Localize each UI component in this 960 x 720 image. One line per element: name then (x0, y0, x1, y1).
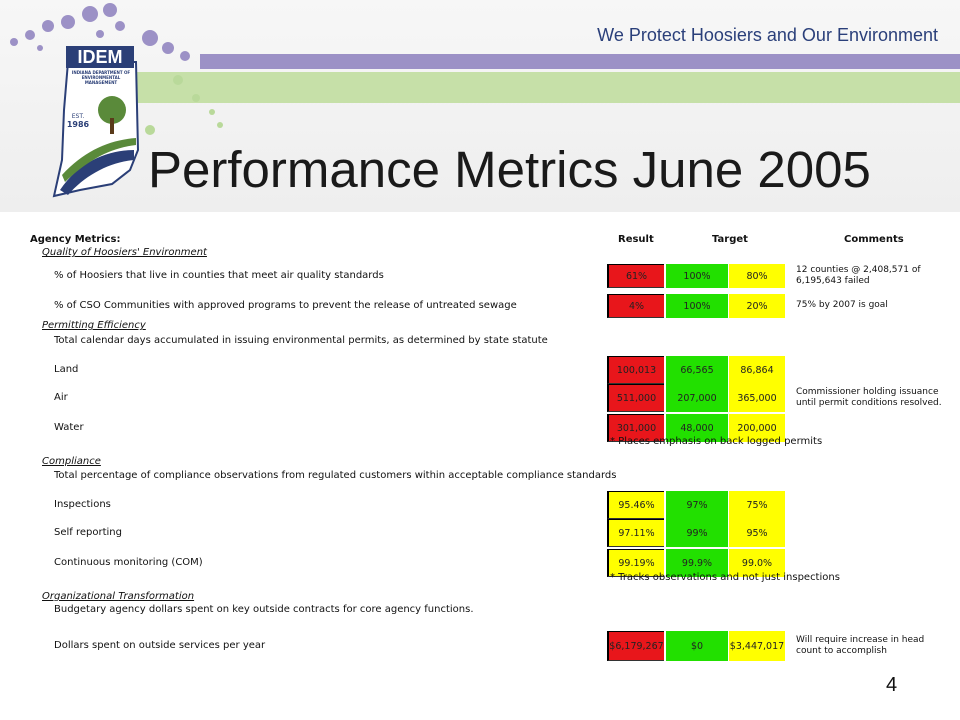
row-label: Continuous monitoring (COM) (54, 557, 203, 568)
section-heading: Organizational Transformation (42, 591, 195, 602)
target-cell: 100% (666, 294, 728, 318)
section-description: Budgetary agency dollars spent on key ou… (54, 604, 474, 615)
logo-name: IDEM (78, 47, 123, 67)
purple-band (200, 54, 960, 69)
target-cell: 97% (666, 491, 728, 519)
field-stripes (60, 150, 134, 195)
column-header: Target (712, 234, 748, 245)
logo-year: 1986 (67, 120, 90, 129)
row-label: Dollars spent on outside services per ye… (54, 640, 266, 651)
minimum-cell: 95% (729, 519, 785, 547)
column-header: Comments (844, 234, 904, 245)
result-cell: 4% (607, 294, 664, 318)
section-heading: Compliance (42, 456, 101, 467)
result-cell: 97.11% (607, 519, 664, 547)
row-label: Land (54, 364, 79, 375)
logo-agency-box: INDIANA DEPARTMENT OF ENVIRONMENTAL MANA… (71, 70, 131, 85)
row-label: Self reporting (54, 527, 122, 538)
comment: 75% by 2007 is goal (796, 300, 888, 310)
logo-agency: INDIANA DEPARTMENT OF ENVIRONMENTAL MANA… (71, 70, 131, 85)
tagline: We Protect Hoosiers and Our Environment (597, 25, 938, 45)
header-graphics: IDEM INDIANA DEPARTMENT OF ENVIRONMENTAL… (10, 3, 960, 198)
target-cell: $0 (666, 631, 728, 661)
comment: Will require increase in head count to a… (796, 635, 925, 656)
tree (98, 96, 126, 124)
row-label: Inspections (54, 499, 111, 510)
logo-box (66, 46, 134, 68)
page-number: 4 (886, 674, 898, 696)
row-label: % of Hoosiers that live in counties that… (54, 270, 384, 281)
result-cell: 511,000 (607, 384, 664, 412)
row-label: Water (54, 422, 84, 433)
comment: 12 counties @ 2,408,571 of 6,195,643 fai… (796, 265, 921, 286)
result-cell: 301,000 (607, 414, 664, 442)
green-band (118, 72, 960, 103)
slide-title: Performance Metrics June 2005 (148, 141, 871, 198)
comment: Commissioner holding issuance until perm… (796, 387, 942, 408)
target-cell: 207,000 (666, 384, 728, 412)
target-cell: 48,000 (666, 414, 728, 442)
result-cell: $6,179,267 (607, 631, 664, 661)
column-header: Result (618, 234, 654, 245)
minimum-cell: 99.0% (729, 549, 785, 577)
dots (10, 3, 190, 61)
section-heading: Permitting Efficiency (42, 320, 146, 331)
row-label: % of CSO Communities with approved progr… (54, 300, 517, 311)
minimum-cell: 365,000 (729, 384, 785, 412)
note: * Tracks observations and not just inspe… (610, 572, 840, 583)
result-cell: 95.46% (607, 491, 664, 519)
target-cell: 99% (666, 519, 728, 547)
minimum-cell: $3,447,017 (729, 631, 785, 661)
table-heading: Agency Metrics: (30, 234, 121, 245)
section-description: Total percentage of compliance observati… (54, 470, 617, 481)
section-heading: Quality of Hoosiers' Environment (42, 247, 207, 258)
note: * Places emphasis on back logged permits (610, 436, 823, 447)
target-cell: 100% (666, 264, 728, 288)
target-cell: 66,565 (666, 356, 728, 384)
header-band: IDEM INDIANA DEPARTMENT OF ENVIRONMENTAL… (0, 0, 960, 212)
target-cell: 99.9% (666, 549, 728, 577)
tree-trunk (110, 118, 114, 134)
result-cell: 99.19% (607, 549, 664, 577)
logo-est: EST. (72, 113, 85, 120)
section-description: Total calendar days accumulated in issui… (54, 335, 548, 346)
minimum-cell: 86,864 (729, 356, 785, 384)
field-stripes-green (62, 138, 136, 182)
minimum-cell: 80% (729, 264, 785, 288)
dots-green (145, 75, 223, 135)
minimum-cell: 20% (729, 294, 785, 318)
minimum-cell: 200,000 (729, 414, 785, 442)
minimum-cell: 75% (729, 491, 785, 519)
row-label: Air (54, 392, 68, 403)
result-cell: 100,013 (607, 356, 664, 384)
result-cell: 61% (607, 264, 664, 288)
